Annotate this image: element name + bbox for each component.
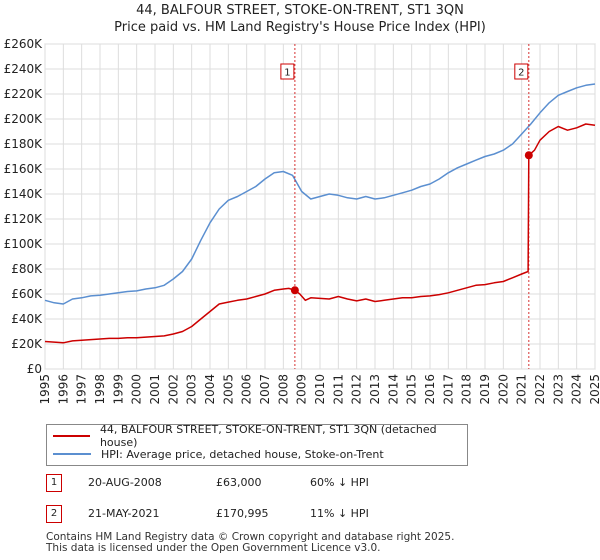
x-tick-label: 1995 (38, 374, 52, 405)
y-tick-label: £60K (11, 287, 43, 301)
sale-badge-label: 1 (284, 68, 290, 79)
legend-item-property: 44, BALFOUR STREET, STOKE-ON-TRENT, ST1 … (53, 423, 467, 449)
y-tick-label: £40K (11, 312, 43, 326)
transaction-price: £63,000 (216, 476, 262, 489)
y-tick-label: £240K (4, 62, 44, 76)
chart-title-line-1: 44, BALFOUR STREET, STOKE-ON-TRENT, ST1 … (136, 3, 464, 18)
x-tick-label: 2013 (368, 374, 382, 405)
x-tick-label: 2003 (185, 374, 199, 405)
x-tick-label: 2004 (203, 374, 217, 405)
x-tick-label: 2021 (515, 374, 529, 405)
x-tick-label: 2001 (148, 374, 162, 405)
x-tick-label: 2005 (221, 374, 235, 405)
series-line (44, 83, 596, 305)
x-tick-label: 2024 (570, 374, 584, 405)
sale-badge-label: 2 (518, 68, 524, 79)
legend-swatch-hpi (53, 453, 91, 455)
x-tick-label: 2006 (240, 374, 254, 405)
x-tick-label: 2010 (313, 374, 327, 405)
x-tick-label: 2023 (551, 374, 565, 405)
x-tick-label: 1998 (93, 374, 107, 405)
footer-copyright: Contains HM Land Registry data © Crown c… (46, 531, 455, 543)
x-tick-label: 1997 (75, 374, 89, 405)
transaction-date: 21-MAY-2021 (88, 507, 160, 520)
x-tick-label: 2022 (533, 374, 547, 405)
y-tick-label: £160K (4, 162, 44, 176)
sale-badge (514, 63, 529, 80)
x-tick-label: 1996 (56, 374, 70, 405)
x-tick-label: 2009 (295, 374, 309, 405)
footer: Contains HM Land Registry data © Crown c… (46, 532, 454, 554)
x-tick-label: 2014 (386, 374, 400, 405)
legend-label-hpi: HPI: Average price, detached house, Stok… (101, 447, 384, 461)
x-tick-label: 2020 (496, 374, 510, 405)
x-tick-label: 2025 (588, 374, 600, 405)
series-line (44, 123, 596, 344)
chart-title-line-2: Price paid vs. HM Land Registry's House … (114, 20, 486, 35)
y-tick-label: £200K (4, 112, 44, 126)
legend-swatch-property (53, 435, 90, 437)
transaction-price: £170,995 (216, 507, 269, 520)
x-tick-label: 2011 (331, 374, 345, 405)
transaction-marker-badge: 2 (46, 505, 62, 523)
x-tick-label: 2007 (258, 374, 272, 405)
y-tick-label: £0 (27, 362, 42, 376)
x-tick-label: 2016 (423, 374, 437, 405)
transaction-hpi-diff: 11% ↓ HPI (310, 507, 369, 520)
x-tick-label: 2015 (405, 374, 419, 405)
x-tick-label: 2017 (441, 374, 455, 405)
x-tick-label: 2012 (350, 374, 364, 405)
y-tick-label: £80K (11, 262, 43, 276)
x-tick-label: 2019 (478, 374, 492, 405)
transaction-marker-badge: 1 (46, 474, 62, 492)
x-tick-label: 2002 (166, 374, 180, 405)
transaction-hpi-diff: 60% ↓ HPI (310, 476, 369, 489)
sale-point (290, 286, 299, 295)
x-tick-label: 2008 (276, 374, 290, 405)
y-tick-label: £140K (4, 187, 44, 201)
y-tick-label: £180K (4, 137, 44, 151)
x-tick-label: 1999 (111, 374, 125, 405)
y-tick-label: £20K (11, 337, 43, 351)
footer-licence: This data is licensed under the Open Gov… (46, 542, 381, 554)
y-tick-label: £120K (4, 212, 44, 226)
sale-point (524, 151, 533, 160)
y-tick-label: £100K (4, 237, 44, 251)
price-chart: £0 £20K £40K £60K £80K £100K £120K £140K £160K £1… (4, 37, 600, 405)
transaction-date: 20-AUG-2008 (88, 476, 162, 489)
legend-item-hpi: HPI: Average price, detached house, Stok… (53, 446, 384, 462)
x-tick-label: 2018 (460, 374, 474, 405)
x-tick-label: 2000 (130, 374, 144, 405)
legend: 44, BALFOUR STREET, STOKE-ON-TRENT, ST1 … (46, 423, 468, 466)
y-tick-label: £220K (4, 87, 44, 101)
y-tick-label: £260K (4, 37, 44, 51)
sale-badge (280, 63, 295, 80)
legend-label-property: 44, BALFOUR STREET, STOKE-ON-TRENT, ST1 … (99, 423, 437, 449)
